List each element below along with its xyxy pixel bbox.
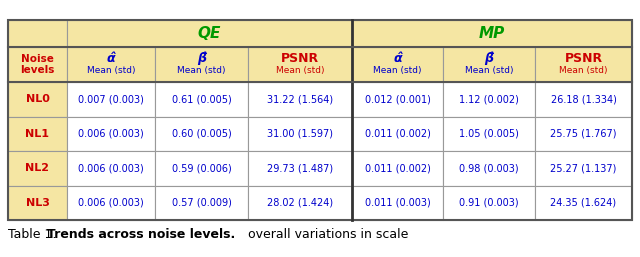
Bar (155, 151, 248, 186)
Text: Noise: Noise (21, 54, 54, 64)
Text: Mean (std): Mean (std) (465, 66, 513, 75)
Text: 0.012 (0.001): 0.012 (0.001) (365, 94, 431, 104)
Bar (352, 47, 443, 82)
Bar (535, 47, 632, 82)
Text: 31.22 (1.564): 31.22 (1.564) (267, 94, 333, 104)
Text: overall variations in scale: overall variations in scale (240, 228, 408, 242)
Text: 0.011 (0.002): 0.011 (0.002) (365, 163, 431, 173)
Bar (443, 151, 535, 186)
Bar (8, 47, 67, 82)
Text: β̂: β̂ (484, 51, 493, 65)
Text: 0.006 (0.003): 0.006 (0.003) (78, 163, 144, 173)
Text: QE: QE (198, 26, 221, 41)
Text: 25.75 (1.767): 25.75 (1.767) (550, 129, 617, 139)
Bar (248, 116, 352, 151)
Bar (352, 151, 443, 186)
Text: α̂: α̂ (393, 52, 402, 65)
Bar (155, 47, 248, 82)
Bar (443, 47, 535, 82)
Bar (248, 47, 352, 82)
Bar (8, 82, 67, 116)
Bar (8, 20, 67, 47)
Text: 0.006 (0.003): 0.006 (0.003) (78, 129, 144, 139)
Bar (67, 47, 155, 82)
Text: 0.007 (0.003): 0.007 (0.003) (78, 94, 144, 104)
Text: Mean (std): Mean (std) (373, 66, 422, 75)
Text: 24.35 (1.624): 24.35 (1.624) (550, 198, 616, 208)
Bar (155, 82, 248, 116)
Bar (155, 186, 248, 220)
Bar (155, 116, 248, 151)
Bar (352, 82, 443, 116)
Bar (67, 186, 155, 220)
Bar (352, 186, 443, 220)
Bar (8, 151, 67, 186)
Text: 0.006 (0.003): 0.006 (0.003) (78, 198, 144, 208)
Bar (67, 151, 155, 186)
Bar (535, 151, 632, 186)
Bar (248, 82, 352, 116)
Text: 0.60 (0.005): 0.60 (0.005) (172, 129, 232, 139)
Text: PSNR: PSNR (281, 52, 319, 65)
Text: 0.011 (0.003): 0.011 (0.003) (365, 198, 430, 208)
Text: 0.98 (0.003): 0.98 (0.003) (459, 163, 519, 173)
Text: NL0: NL0 (26, 94, 49, 104)
Bar (443, 116, 535, 151)
Text: 29.73 (1.487): 29.73 (1.487) (267, 163, 333, 173)
Text: 0.57 (0.009): 0.57 (0.009) (172, 198, 232, 208)
Bar (67, 82, 155, 116)
Text: Mean (std): Mean (std) (87, 66, 135, 75)
Bar (535, 116, 632, 151)
Text: α̂: α̂ (107, 52, 115, 65)
Text: NL3: NL3 (26, 198, 49, 208)
Bar (248, 186, 352, 220)
Text: NL2: NL2 (26, 163, 49, 173)
Text: Trends across noise levels.: Trends across noise levels. (47, 228, 236, 242)
Text: β̂: β̂ (197, 51, 206, 65)
Text: 28.02 (1.424): 28.02 (1.424) (267, 198, 333, 208)
Text: 26.18 (1.334): 26.18 (1.334) (550, 94, 616, 104)
Text: 0.61 (0.005): 0.61 (0.005) (172, 94, 232, 104)
Text: levels: levels (20, 65, 54, 75)
Bar (352, 116, 443, 151)
Bar (535, 186, 632, 220)
Bar (535, 82, 632, 116)
Text: 0.011 (0.002): 0.011 (0.002) (365, 129, 431, 139)
Text: PSNR: PSNR (564, 52, 603, 65)
Text: Table 1.: Table 1. (8, 228, 68, 242)
Text: MP: MP (479, 26, 505, 41)
Text: Mean (std): Mean (std) (276, 66, 324, 75)
Bar (8, 186, 67, 220)
Text: 31.00 (1.597): 31.00 (1.597) (267, 129, 333, 139)
Bar (248, 151, 352, 186)
Text: 25.27 (1.137): 25.27 (1.137) (550, 163, 617, 173)
Text: 1.05 (0.005): 1.05 (0.005) (459, 129, 519, 139)
Bar (8, 116, 67, 151)
Bar (352, 20, 632, 47)
Bar (8, 20, 632, 220)
Bar (443, 186, 535, 220)
Text: NL1: NL1 (26, 129, 49, 139)
Text: Mean (std): Mean (std) (177, 66, 226, 75)
Text: Mean (std): Mean (std) (559, 66, 608, 75)
Text: 0.91 (0.003): 0.91 (0.003) (459, 198, 519, 208)
Bar (443, 82, 535, 116)
Bar (67, 116, 155, 151)
Bar (67, 20, 352, 47)
Text: 0.59 (0.006): 0.59 (0.006) (172, 163, 232, 173)
Text: 1.12 (0.002): 1.12 (0.002) (459, 94, 519, 104)
